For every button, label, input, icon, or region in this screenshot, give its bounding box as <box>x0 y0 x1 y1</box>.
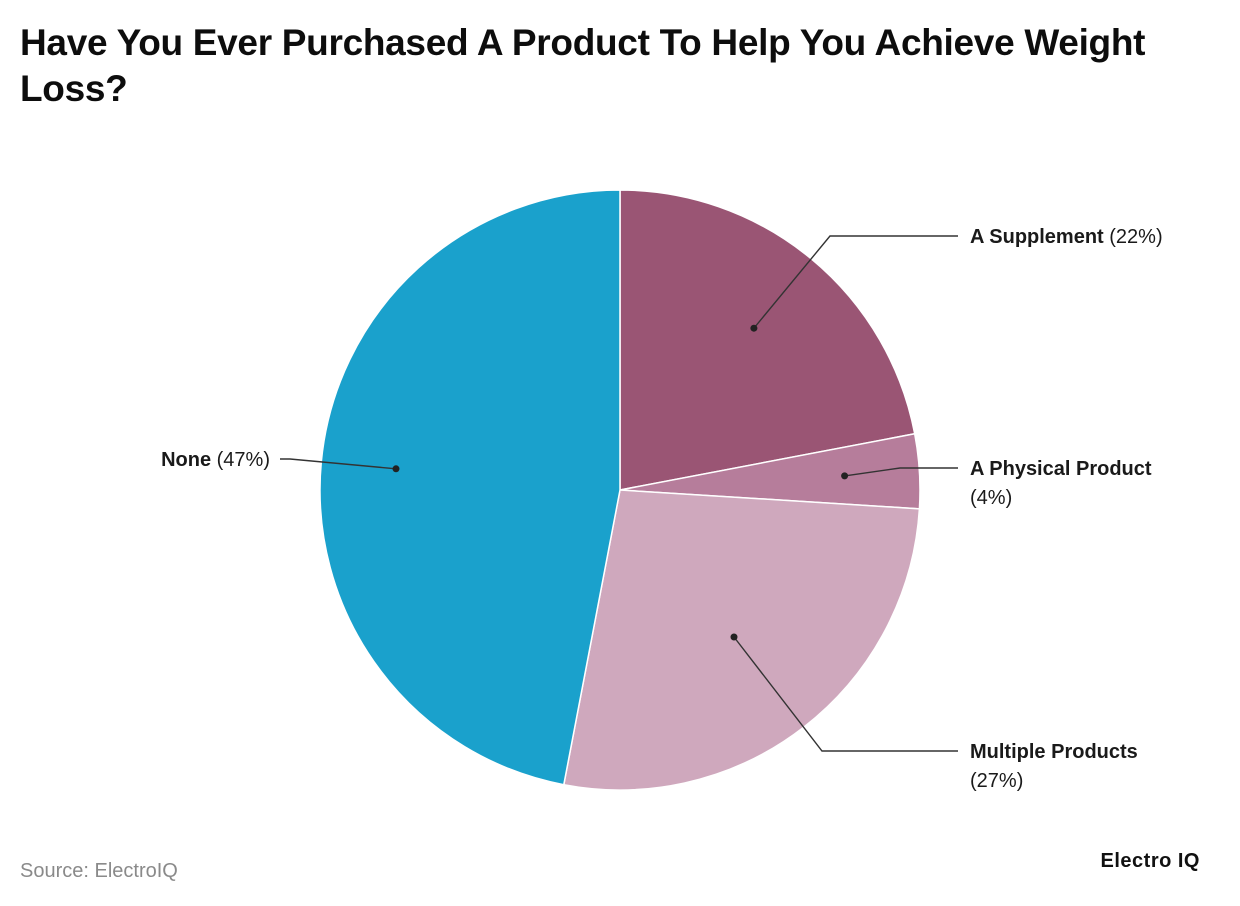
source-note: Source: ElectroIQ <box>20 860 178 882</box>
leader-dot-a-supplement <box>750 324 758 332</box>
pie-slice-multiple-products <box>562 489 921 791</box>
slice-label-none: None (47%) <box>161 449 270 471</box>
slice-label-percent: (4%) <box>970 487 1012 509</box>
leader-dot-none <box>392 465 400 473</box>
leader-lines <box>280 235 958 752</box>
leader-line-a-supplement <box>753 235 958 329</box>
leader-dot-a-physical-product <box>841 472 849 480</box>
slice-label-percent: (27%) <box>970 770 1023 792</box>
leader-dot-multiple-products <box>730 633 738 641</box>
pie-slice-none <box>319 189 621 786</box>
slice-label-a-physical-product: A Physical Product (4%) <box>970 458 1152 509</box>
slice-label-name: A Physical Product <box>970 458 1152 480</box>
slice-label-percent: (22%) <box>1104 226 1163 248</box>
slice-label-percent: (47%) <box>211 449 270 471</box>
slice-label-name: A Supplement <box>970 226 1104 248</box>
leader-line-none <box>280 458 397 470</box>
pie-slices <box>319 189 921 791</box>
chart-title: Have You Ever Purchased A Product To Hel… <box>20 22 1146 109</box>
brand-logo: Electro IQ <box>1100 850 1200 872</box>
slice-label-name: Multiple Products <box>970 741 1138 763</box>
slice-labels: A Supplement (22%) A Physical Product (4%)… <box>161 226 1163 792</box>
slice-label-multiple-products: Multiple Products (27%) <box>970 741 1138 792</box>
leader-line-multiple-products <box>733 636 958 752</box>
leader-line-a-physical-product <box>844 467 958 477</box>
slice-label-name: None <box>161 449 211 471</box>
slice-label-a-supplement: A Supplement (22%) <box>970 226 1163 248</box>
